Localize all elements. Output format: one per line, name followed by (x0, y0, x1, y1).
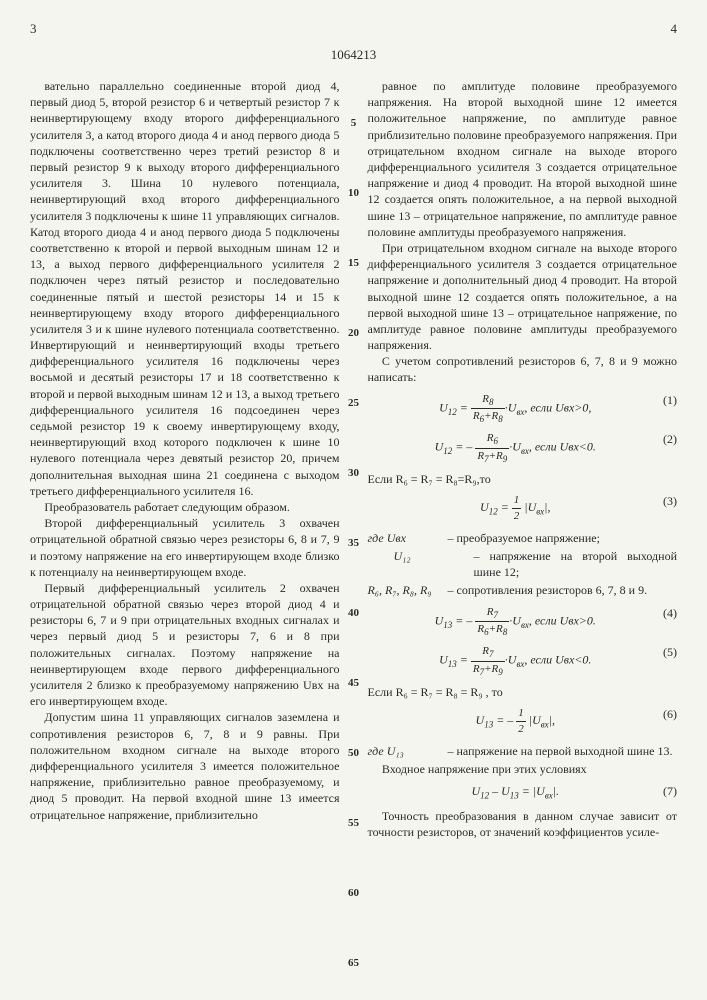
line-number: 40 (344, 606, 364, 621)
line-number: 55 (344, 816, 364, 831)
formula-2: U12 = – R6R7+R9·Uвх, если Uвх<0.(2) (368, 431, 678, 465)
formula-4: U13 = – R7R6+R8·Uвх, если Uвх>0.(4) (368, 605, 678, 639)
line-number: 30 (344, 466, 364, 481)
formula-1: U12 = R8R6+R8·Uвх, если Uвх>0,(1) (368, 392, 678, 426)
body-text: Точность преобразования в данном случае … (368, 808, 678, 840)
formula-6: U13 = – 12 |Uвх|,(6) (368, 706, 678, 737)
formula-3: U12 = 12 |Uвх|,(3) (368, 493, 678, 524)
line-number: 20 (344, 326, 364, 341)
body-text: Преобразователь работает следующим образ… (30, 499, 340, 515)
formula-7: U12 – U13 = |Uвх|.(7) (368, 783, 678, 802)
line-number: 10 (344, 186, 364, 201)
formula-5: U13 = R7R7+R9·Uвх, если Uвх<0.(5) (368, 644, 678, 678)
line-number: 50 (344, 746, 364, 761)
line-number: 15 (344, 256, 364, 271)
body-text: равное по амплитуде половине преобразуем… (368, 78, 678, 240)
page-right-num: 4 (671, 20, 678, 38)
condition-text: Если R₆ = R₇ = R₈ = R₉ , то (368, 684, 678, 700)
line-number: 35 (344, 536, 364, 551)
line-number: 25 (344, 396, 364, 411)
line-number: 5 (344, 116, 364, 131)
line-number: 60 (344, 886, 364, 901)
body-text: Допустим шина 11 управляющих сигналов за… (30, 709, 340, 822)
where-definition: где U₁₃ – напряжение на первой выходной … (368, 743, 678, 759)
right-column: равное по амплитуде половине преобразуем… (368, 78, 678, 840)
where-definition: U₁₂ – напряжение на второй выходной шине… (368, 548, 678, 580)
body-text: вательно параллельно соединенные второй … (30, 78, 340, 499)
line-number: 65 (344, 956, 364, 971)
body-text: Второй дифференциальный усилитель 3 охва… (30, 515, 340, 580)
body-text: Входное напряжение при этих условиях (368, 761, 678, 777)
where-definition: где Uвх – преобразуемое напряжение; (368, 530, 678, 546)
body-text: Первый дифференциальный усилитель 2 охва… (30, 580, 340, 710)
where-definition: R₆, R₇, R₈, R₉ – сопротивления резисторо… (368, 582, 678, 598)
condition-text: Если R₆ = R₇ = R₈=R₉,то (368, 471, 678, 487)
body-text: При отрицательном входном сигнале на вых… (368, 240, 678, 353)
body-text: С учетом сопротивлений резисторов 6, 7, … (368, 353, 678, 385)
line-number: 45 (344, 676, 364, 691)
document-number: 1064213 (30, 46, 677, 64)
page-left-num: 3 (30, 20, 37, 38)
left-column: вательно параллельно соединенные второй … (30, 78, 340, 840)
